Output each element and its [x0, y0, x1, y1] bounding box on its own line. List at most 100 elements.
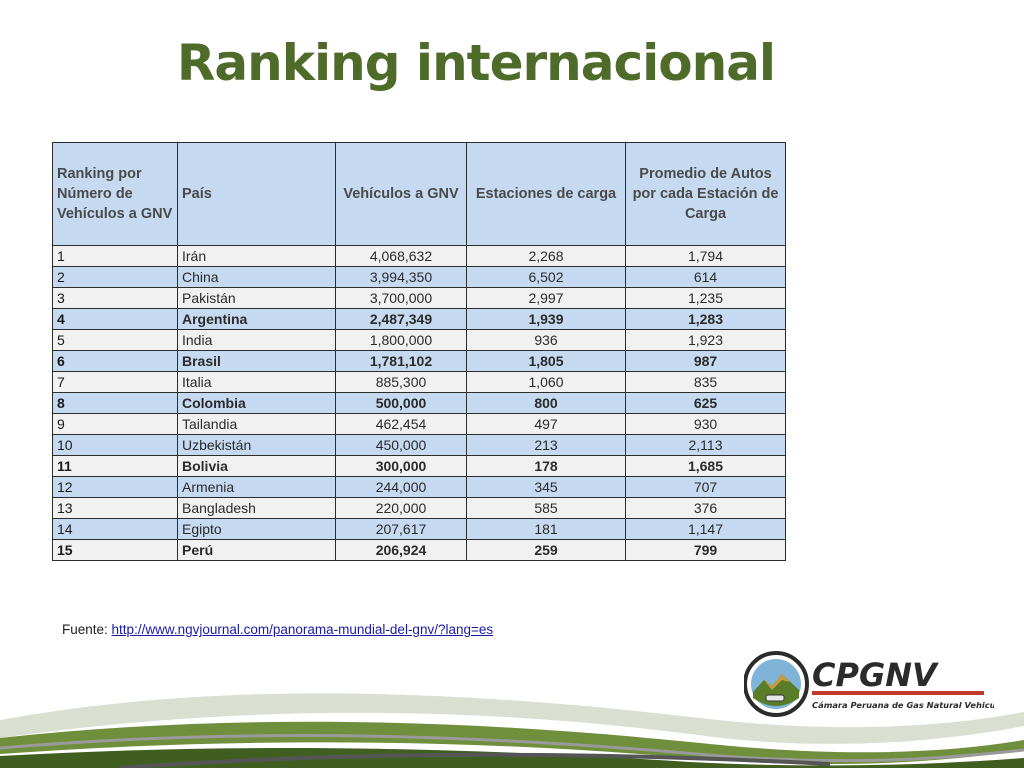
slide-title: Ranking internacional	[176, 34, 776, 92]
cell-stations: 178	[466, 455, 626, 477]
cell-country: Armenia	[177, 476, 336, 498]
cell-average: 930	[625, 413, 786, 435]
cell-rank: 9	[52, 413, 178, 435]
source-link[interactable]: http://www.ngvjournal.com/panorama-mundi…	[111, 622, 494, 637]
cell-country: Irán	[177, 245, 336, 267]
cell-average: 1,235	[625, 287, 786, 309]
cell-average: 835	[625, 371, 786, 393]
cell-stations: 497	[466, 413, 626, 435]
header-country: País	[177, 142, 336, 246]
cell-vehicles: 220,000	[335, 497, 467, 519]
cell-stations: 6,502	[466, 266, 626, 288]
cell-country: India	[177, 329, 336, 351]
cell-country: Pakistán	[177, 287, 336, 309]
cell-rank: 7	[52, 371, 178, 393]
table-row: 8 Colombia 500,000 800 625	[52, 392, 786, 414]
cell-country: Italia	[177, 371, 336, 393]
cell-rank: 13	[52, 497, 178, 519]
cell-vehicles: 500,000	[335, 392, 467, 414]
table-body: 1 Irán 4,068,632 2,268 1,794 2 China 3,994,350 6…	[52, 245, 786, 561]
cell-average: 376	[625, 497, 786, 519]
cell-vehicles: 3,700,000	[335, 287, 467, 309]
table-row: 13 Bangladesh 220,000 585 376	[52, 497, 786, 519]
cell-vehicles: 1,781,102	[335, 350, 467, 372]
cell-average: 799	[625, 539, 786, 561]
cell-stations: 936	[466, 329, 626, 351]
cell-average: 1,923	[625, 329, 786, 351]
cell-country: Bolivia	[177, 455, 336, 477]
cell-stations: 800	[466, 392, 626, 414]
header-stations: Estaciones de carga	[466, 142, 626, 246]
cell-rank: 5	[52, 329, 178, 351]
cell-vehicles: 885,300	[335, 371, 467, 393]
source-label: Fuente:	[62, 622, 108, 637]
cell-country: China	[177, 266, 336, 288]
cell-country: Bangladesh	[177, 497, 336, 519]
cell-average: 987	[625, 350, 786, 372]
table-row: 3 Pakistán 3,700,000 2,997 1,235	[52, 287, 786, 309]
cell-vehicles: 2,487,349	[335, 308, 467, 330]
cell-average: 614	[625, 266, 786, 288]
cell-rank: 6	[52, 350, 178, 372]
cell-country: Colombia	[177, 392, 336, 414]
table-row: 10 Uzbekistán 450,000 213 2,113	[52, 434, 786, 456]
table-row: 7 Italia 885,300 1,060 835	[52, 371, 786, 393]
cell-rank: 11	[52, 455, 178, 477]
cell-country: Egipto	[177, 518, 336, 540]
cell-average: 1,794	[625, 245, 786, 267]
cell-country: Perú	[177, 539, 336, 561]
cell-rank: 8	[52, 392, 178, 414]
cell-stations: 345	[466, 476, 626, 498]
table-row: 1 Irán 4,068,632 2,268 1,794	[52, 245, 786, 267]
cell-rank: 1	[52, 245, 178, 267]
cell-stations: 2,997	[466, 287, 626, 309]
cell-vehicles: 206,924	[335, 539, 467, 561]
cell-vehicles: 244,000	[335, 476, 467, 498]
cell-stations: 585	[466, 497, 626, 519]
cell-vehicles: 450,000	[335, 434, 467, 456]
cell-rank: 10	[52, 434, 178, 456]
cell-average: 625	[625, 392, 786, 414]
cell-country: Brasil	[177, 350, 336, 372]
ranking-table: Ranking por Número de Vehículos a GNV Pa…	[52, 142, 786, 561]
cell-average: 1,685	[625, 455, 786, 477]
cell-rank: 4	[52, 308, 178, 330]
cell-vehicles: 462,454	[335, 413, 467, 435]
header-ranking: Ranking por Número de Vehículos a GNV	[52, 142, 178, 246]
cell-stations: 1,939	[466, 308, 626, 330]
table-row: 15 Perú 206,924 259 799	[52, 539, 786, 561]
cell-stations: 1,805	[466, 350, 626, 372]
cell-stations: 2,268	[466, 245, 626, 267]
cell-rank: 3	[52, 287, 178, 309]
table-row: 4 Argentina 2,487,349 1,939 1,283	[52, 308, 786, 330]
table-header-row: Ranking por Número de Vehículos a GNV Pa…	[52, 142, 786, 246]
cell-rank: 12	[52, 476, 178, 498]
table-row: 9 Tailandia 462,454 497 930	[52, 413, 786, 435]
cell-average: 2,113	[625, 434, 786, 456]
cell-rank: 15	[52, 539, 178, 561]
table-row: 11 Bolivia 300,000 178 1,685	[52, 455, 786, 477]
cell-vehicles: 1,800,000	[335, 329, 467, 351]
cell-average: 1,147	[625, 518, 786, 540]
source-note: Fuente: http://www.ngvjournal.com/panora…	[62, 622, 493, 637]
cpgnv-logo: CPGNV Cámara Peruana de Gas Natural Vehi…	[744, 651, 994, 717]
cell-stations: 1,060	[466, 371, 626, 393]
cell-vehicles: 207,617	[335, 518, 467, 540]
header-average: Promedio de Autos por cada Estación de C…	[625, 142, 786, 246]
cell-average: 1,283	[625, 308, 786, 330]
table-row: 6 Brasil 1,781,102 1,805 987	[52, 350, 786, 372]
logo-wordmark: CPGNV	[812, 656, 939, 694]
table-row: 5 India 1,800,000 936 1,923	[52, 329, 786, 351]
cell-vehicles: 3,994,350	[335, 266, 467, 288]
cell-rank: 2	[52, 266, 178, 288]
table-row: 12 Armenia 244,000 345 707	[52, 476, 786, 498]
cell-stations: 181	[466, 518, 626, 540]
cell-stations: 213	[466, 434, 626, 456]
decorative-waves	[0, 693, 1024, 768]
cell-average: 707	[625, 476, 786, 498]
cell-rank: 14	[52, 518, 178, 540]
header-vehicles: Vehículos a GNV	[335, 142, 467, 246]
logo-subtitle: Cámara Peruana de Gas Natural Vehicular	[812, 700, 994, 710]
cell-country: Tailandia	[177, 413, 336, 435]
cell-country: Uzbekistán	[177, 434, 336, 456]
